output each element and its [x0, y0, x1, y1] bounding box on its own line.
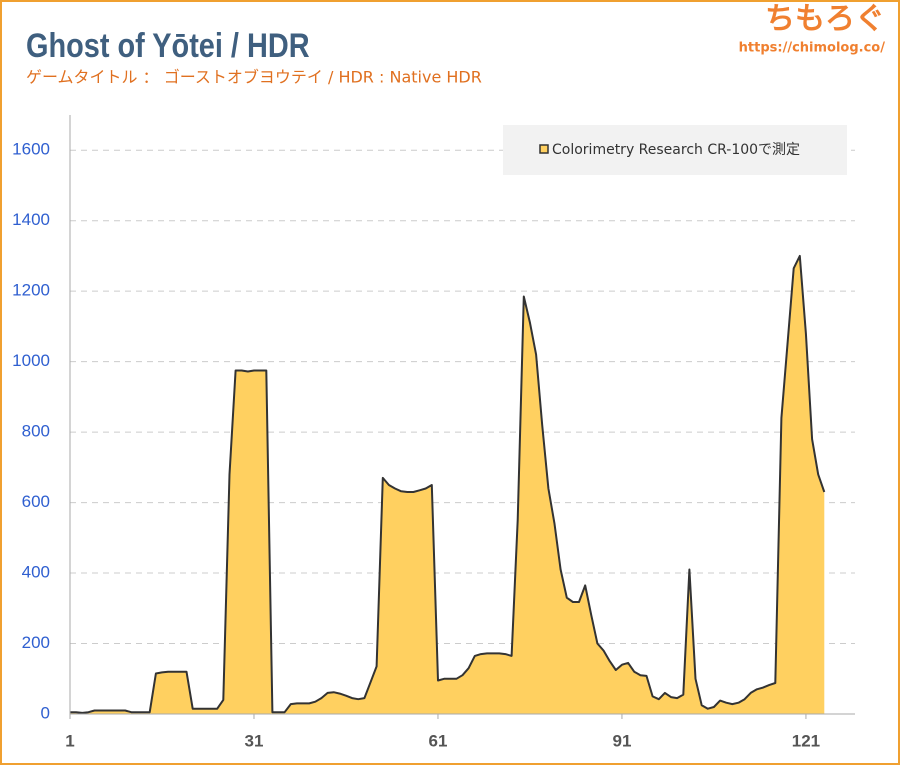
y-tick-label: 1000: [12, 351, 50, 370]
y-tick-label: 400: [22, 563, 50, 582]
y-tick-label: 1600: [12, 140, 50, 159]
legend-label: Colorimetry Research CR-100で測定: [552, 142, 800, 158]
plot-area: [70, 115, 855, 714]
chart-title: Ghost of Yōtei / HDR: [26, 26, 310, 65]
y-tick-label: 0: [41, 703, 50, 722]
x-tick-label: 91: [612, 731, 631, 750]
area: [70, 255, 825, 714]
brand: ちもろぐ: [765, 2, 885, 37]
chart-subtitle: ゲームタイトル ： ゴーストオブヨウテイ / HDR : Native HDR: [26, 68, 482, 87]
y-tick-label: 800: [22, 422, 50, 441]
x-tick-label: 31: [245, 731, 264, 750]
y-tick-label: 200: [22, 633, 50, 652]
brand-url: https://chimolog.co/: [739, 41, 886, 56]
y-tick-label: 1400: [12, 210, 50, 229]
line: [70, 254, 826, 714]
x-tick-label: 121: [792, 731, 820, 750]
legend: [503, 125, 847, 175]
y-tick-label: 1200: [12, 281, 50, 300]
y-tick-label: 600: [22, 492, 50, 511]
legend-swatch: [539, 144, 549, 154]
x-tick-label: 61: [429, 731, 448, 750]
x-tick-label: 1: [65, 731, 74, 750]
